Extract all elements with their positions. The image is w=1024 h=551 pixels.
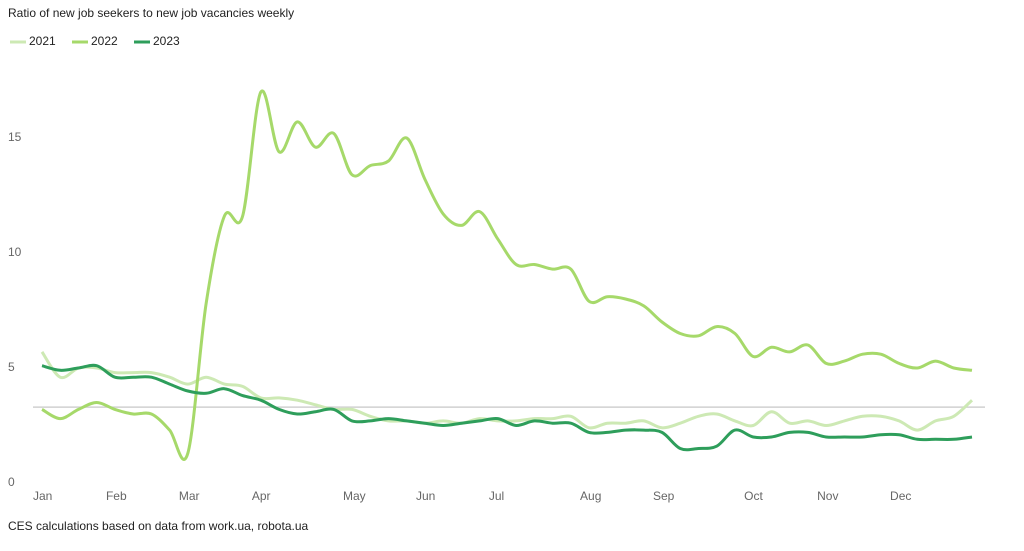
x-tick-label: Nov [817, 489, 838, 503]
series-line [41, 363, 973, 452]
legend-label: 2023 [153, 34, 180, 48]
x-tick-label: Aug [580, 489, 601, 503]
x-tick-label: Mar [179, 489, 200, 503]
x-tick-label: Sep [653, 489, 675, 503]
x-tick-label: Feb [106, 489, 127, 503]
x-tick-label: May [343, 489, 366, 503]
x-tick-label: Jun [416, 489, 435, 503]
source-note: CES calculations based on data from work… [8, 519, 308, 533]
series-line [41, 89, 973, 461]
x-tick-label: Oct [744, 489, 763, 503]
chart-title: Ratio of new job seekers to new job vaca… [8, 6, 294, 20]
x-tick-label: Apr [252, 489, 271, 503]
x-tick-label: Jan [33, 489, 52, 503]
x-tick-label: Dec [890, 489, 911, 503]
y-tick-label: 0 [8, 475, 15, 489]
x-tick-label: Jul [489, 489, 504, 503]
legend-label: 2021 [29, 34, 56, 48]
y-tick-label: 10 [8, 245, 22, 259]
legend-label: 2022 [91, 34, 118, 48]
y-tick-label: 5 [8, 360, 15, 374]
y-tick-label: 15 [8, 130, 22, 144]
